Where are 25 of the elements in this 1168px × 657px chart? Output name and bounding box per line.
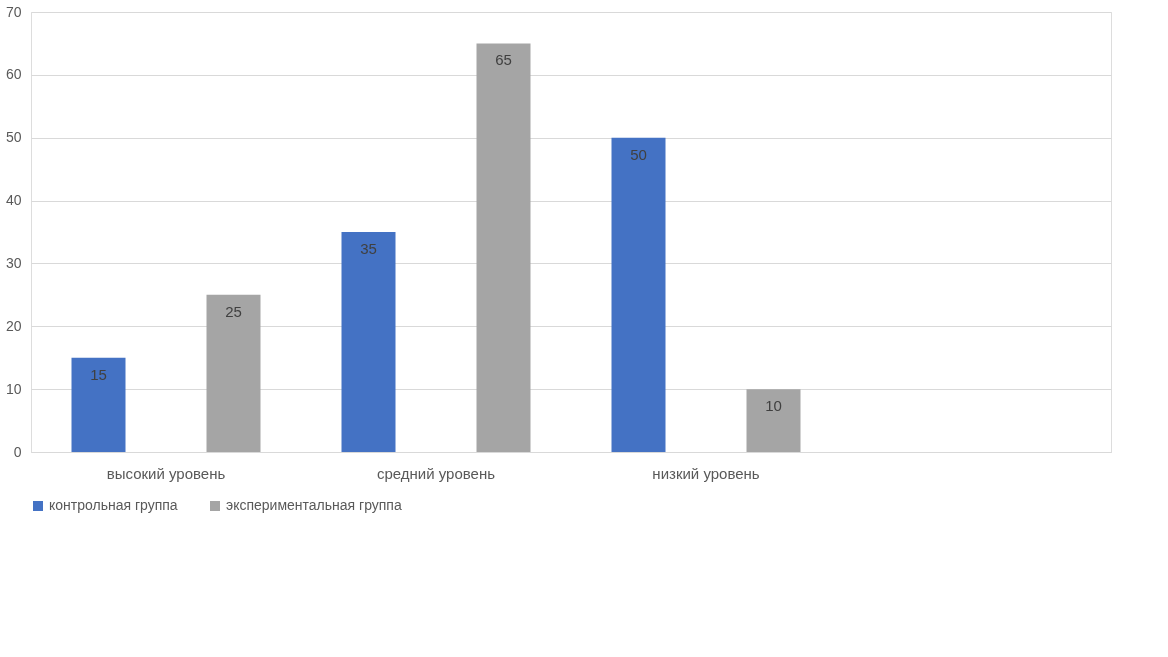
y-tick-label: 10 [5,380,22,397]
data-label: 15 [90,365,107,383]
bar [476,43,531,452]
bar [611,137,666,452]
data-label: 35 [360,240,377,257]
bar [341,232,396,452]
y-tick-label: 70 [5,3,22,20]
data-label: 50 [630,145,647,163]
data-label: 65 [495,51,512,69]
y-tick-label: 60 [5,66,22,83]
bar [206,294,261,452]
data-label: 25 [225,302,242,320]
y-tick-label: 30 [5,254,22,271]
x-tick-label: высокий уровень [106,464,226,482]
data-label: 10 [765,397,782,415]
y-tick-label: 50 [5,129,22,146]
x-tick-label: низкий уровень [652,464,760,482]
y-tick-label: 0 [13,443,22,460]
legend-label: экспериментальная группа [226,497,402,513]
bar [746,389,801,452]
y-tick-label: 40 [5,192,22,209]
x-tick-label: средний уровень [376,464,496,482]
legend-label: контрольная группа [49,497,178,513]
y-tick-label: 20 [5,317,22,334]
bar [71,357,126,452]
